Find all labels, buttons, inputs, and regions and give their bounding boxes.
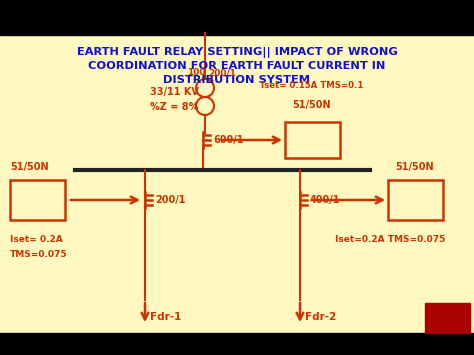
Bar (10, 180, 65, 220)
Text: Iset= 0.15A TMS=0.1: Iset= 0.15A TMS=0.1 (261, 81, 363, 90)
Bar (425, 303, 470, 333)
Text: 600/1: 600/1 (213, 135, 244, 145)
Text: 51/50N: 51/50N (292, 100, 331, 110)
Bar (0, 333, 474, 355)
Bar (388, 180, 443, 220)
Text: 33/11 KV: 33/11 KV (150, 87, 199, 97)
Bar (285, 122, 340, 158)
Text: 51/50N: 51/50N (396, 162, 434, 172)
Text: TMS=0.075: TMS=0.075 (10, 250, 68, 259)
Text: COORDINATION FOR EARTH FAULT CURRENT IN: COORDINATION FOR EARTH FAULT CURRENT IN (88, 61, 386, 71)
Text: Iset= 0.2A: Iset= 0.2A (10, 235, 63, 244)
Text: Fdr-1: Fdr-1 (150, 312, 181, 322)
Text: EARTH FAULT RELAY SETTING|| IMPACT OF WRONG: EARTH FAULT RELAY SETTING|| IMPACT OF WR… (77, 47, 397, 58)
Text: Iset=0.2A TMS=0.075: Iset=0.2A TMS=0.075 (335, 235, 446, 244)
Text: 400/1: 400/1 (310, 195, 340, 205)
Text: Fdr-2: Fdr-2 (305, 312, 336, 322)
Text: 200/1: 200/1 (155, 195, 185, 205)
Text: 200/1: 200/1 (208, 68, 236, 77)
Bar (0, 0, 474, 35)
Text: 51/50N: 51/50N (10, 162, 49, 172)
Text: DISTRIBUTION SYSTEM: DISTRIBUTION SYSTEM (164, 75, 310, 85)
Text: 100: 100 (187, 68, 206, 77)
Text: %Z = 8%: %Z = 8% (150, 102, 199, 112)
